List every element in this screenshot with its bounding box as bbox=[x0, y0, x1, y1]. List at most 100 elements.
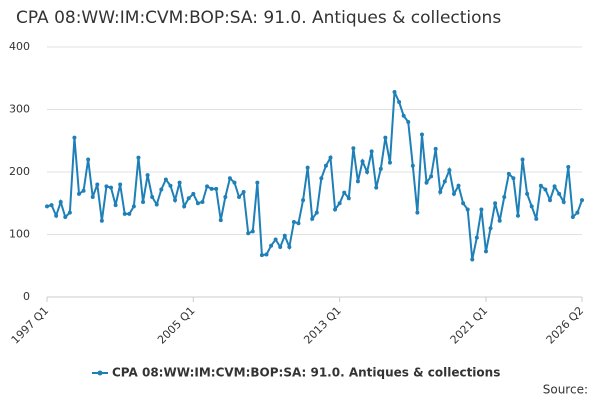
data-point bbox=[557, 191, 562, 196]
data-point bbox=[141, 200, 146, 204]
data-point bbox=[401, 113, 406, 118]
data-point bbox=[506, 171, 511, 176]
data-point bbox=[383, 135, 388, 140]
data-point bbox=[410, 163, 415, 168]
data-point bbox=[461, 201, 466, 206]
data-point bbox=[168, 183, 173, 188]
data-point bbox=[520, 157, 525, 162]
data-point bbox=[365, 170, 370, 174]
data-point bbox=[127, 211, 132, 216]
data-point bbox=[191, 191, 196, 196]
data-point bbox=[438, 190, 443, 194]
data-point bbox=[287, 245, 292, 249]
data-point bbox=[456, 183, 461, 188]
data-point bbox=[470, 257, 475, 262]
data-point bbox=[154, 202, 159, 207]
data-point bbox=[259, 253, 264, 258]
data-point bbox=[67, 210, 72, 215]
y-tick-label: 400 bbox=[9, 40, 30, 53]
data-point bbox=[424, 180, 429, 185]
data-point bbox=[374, 185, 379, 190]
data-point bbox=[186, 196, 191, 201]
data-point bbox=[45, 204, 49, 209]
data-point bbox=[328, 155, 333, 160]
x-tick-label: 2005 Q1 bbox=[155, 304, 198, 347]
data-point bbox=[113, 203, 118, 208]
data-point bbox=[72, 135, 77, 140]
data-point bbox=[547, 198, 552, 203]
data-point bbox=[291, 220, 296, 224]
data-point bbox=[95, 182, 100, 187]
data-point bbox=[54, 213, 59, 218]
data-point bbox=[360, 159, 365, 164]
data-point bbox=[566, 165, 571, 169]
data-point bbox=[429, 174, 434, 179]
data-point bbox=[122, 211, 127, 216]
data-point bbox=[282, 233, 287, 238]
x-tick-label: 1997 Q1 bbox=[9, 304, 52, 347]
data-point bbox=[552, 184, 557, 189]
data-point bbox=[232, 180, 237, 185]
data-point bbox=[525, 191, 530, 196]
data-point bbox=[442, 179, 447, 184]
data-point bbox=[90, 195, 95, 199]
data-point bbox=[227, 176, 232, 181]
data-point bbox=[479, 207, 484, 212]
data-point bbox=[561, 200, 566, 204]
data-point bbox=[77, 191, 82, 196]
x-tick-label: 2013 Q1 bbox=[301, 304, 344, 347]
data-point bbox=[218, 218, 223, 223]
y-tick-label: 100 bbox=[9, 228, 30, 241]
legend-label: CPA 08:WW:IM:CVM:BOP:SA: 91.0. Antiques … bbox=[112, 366, 500, 380]
data-point bbox=[346, 196, 351, 201]
data-point bbox=[310, 216, 315, 221]
data-point bbox=[246, 231, 251, 236]
data-point bbox=[99, 218, 104, 223]
y-tick-label: 0 bbox=[23, 290, 30, 303]
data-point bbox=[406, 120, 411, 124]
data-point bbox=[163, 177, 168, 182]
data-point bbox=[488, 226, 493, 231]
data-point bbox=[278, 245, 283, 249]
data-point bbox=[214, 186, 219, 191]
data-point bbox=[323, 163, 328, 168]
data-point bbox=[104, 184, 109, 189]
data-point bbox=[419, 132, 424, 137]
y-tick-label: 200 bbox=[9, 165, 30, 178]
data-point bbox=[296, 221, 301, 226]
data-point bbox=[195, 201, 200, 206]
y-tick-label: 300 bbox=[9, 103, 30, 116]
data-point bbox=[538, 183, 543, 188]
data-point bbox=[493, 201, 498, 206]
data-point bbox=[250, 229, 255, 234]
data-point bbox=[319, 176, 324, 181]
source: Source: bbox=[543, 383, 588, 397]
data-point bbox=[131, 204, 136, 209]
data-point bbox=[534, 216, 539, 221]
x-tick-label: 2026 Q2 bbox=[544, 304, 587, 347]
data-point bbox=[205, 184, 210, 189]
data-point bbox=[355, 179, 360, 184]
data-point bbox=[342, 190, 347, 195]
data-point bbox=[474, 235, 479, 240]
data-point bbox=[81, 188, 86, 193]
data-point bbox=[182, 204, 187, 209]
data-point bbox=[58, 200, 63, 204]
data-point bbox=[314, 210, 319, 215]
data-point bbox=[264, 252, 269, 257]
data-point bbox=[305, 165, 310, 170]
data-point bbox=[415, 210, 420, 215]
data-point bbox=[136, 155, 141, 160]
data-point bbox=[49, 203, 54, 208]
data-point bbox=[497, 218, 502, 223]
data-point bbox=[433, 146, 438, 151]
data-point bbox=[378, 166, 383, 171]
data-point bbox=[351, 146, 356, 151]
data-point bbox=[511, 176, 516, 181]
data-point bbox=[451, 191, 456, 196]
data-point bbox=[118, 182, 123, 187]
data-point bbox=[209, 186, 214, 191]
data-point bbox=[255, 180, 260, 185]
data-point bbox=[447, 168, 452, 173]
